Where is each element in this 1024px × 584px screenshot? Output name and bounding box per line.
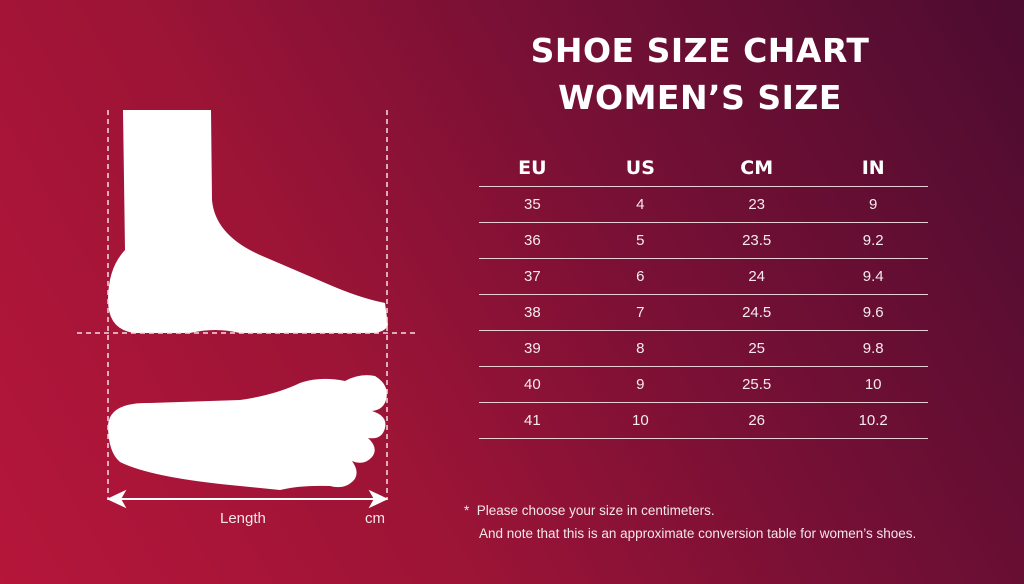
header-cm: CM <box>695 150 819 187</box>
table-cell: 41 <box>479 402 586 439</box>
foot-measurement-diagram <box>77 110 418 509</box>
table-cell: 9.4 <box>818 258 928 295</box>
table-cell: 37 <box>479 258 586 295</box>
table-cell: 5 <box>585 222 696 259</box>
header-eu: EU <box>479 150 586 187</box>
note-text-1: Please choose your size in centimeters. <box>476 503 715 518</box>
table-cell: 40 <box>479 366 586 403</box>
table-header-row: EU US CM IN <box>479 150 928 187</box>
table-cell: 7 <box>585 294 696 331</box>
table-cell: 9.8 <box>818 330 928 367</box>
length-label: Length <box>220 510 266 527</box>
table-cell: 25 <box>695 330 819 367</box>
header-us: US <box>585 150 696 187</box>
table-cell: 9 <box>585 366 696 403</box>
size-table: EU US CM IN 35 4 23 9 36 5 23.5 9.2 37 6 24 9.4 38 7 2… <box>479 150 928 439</box>
table-row: 35 4 23 9 <box>479 186 928 223</box>
table-cell: 4 <box>585 186 696 223</box>
note-line-1: * Please choose your size in centimeters… <box>464 503 715 518</box>
table-cell: 10 <box>818 366 928 403</box>
table-cell: 23 <box>695 186 819 223</box>
table-cell: 10.2 <box>818 402 928 439</box>
table-cell: 25.5 <box>695 366 819 403</box>
table-row: 38 7 24.5 9.6 <box>479 294 928 331</box>
table-row: 39 8 25 9.8 <box>479 330 928 367</box>
foot-top-view <box>108 375 387 490</box>
table-cell: 10 <box>585 402 696 439</box>
table-cell: 9.2 <box>818 222 928 259</box>
header-in: IN <box>818 150 928 187</box>
table-cell: 9 <box>818 186 928 223</box>
table-row: 40 9 25.5 10 <box>479 366 928 403</box>
table-cell: 23.5 <box>695 222 819 259</box>
table-cell: 36 <box>479 222 586 259</box>
table-cell: 26 <box>695 402 819 439</box>
note-line-2: And note that this is an approximate con… <box>479 526 917 541</box>
foot-side-view <box>108 110 388 333</box>
table-cell: 8 <box>585 330 696 367</box>
unit-label: cm <box>365 510 385 527</box>
length-arrow <box>106 489 389 509</box>
chart-subtitle: WOMEN’S SIZE <box>558 78 842 117</box>
table-cell: 39 <box>479 330 586 367</box>
table-row: 36 5 23.5 9.2 <box>479 222 928 259</box>
table-cell: 6 <box>585 258 696 295</box>
table-cell: 9.6 <box>818 294 928 331</box>
table-row: 37 6 24 9.4 <box>479 258 928 295</box>
chart-title: SHOE SIZE CHART <box>530 31 870 70</box>
table-cell: 24.5 <box>695 294 819 331</box>
note-asterisk: * <box>464 503 470 518</box>
table-cell: 38 <box>479 294 586 331</box>
table-cell: 35 <box>479 186 586 223</box>
table-row: 41 10 26 10.2 <box>479 402 928 439</box>
table-cell: 24 <box>695 258 819 295</box>
